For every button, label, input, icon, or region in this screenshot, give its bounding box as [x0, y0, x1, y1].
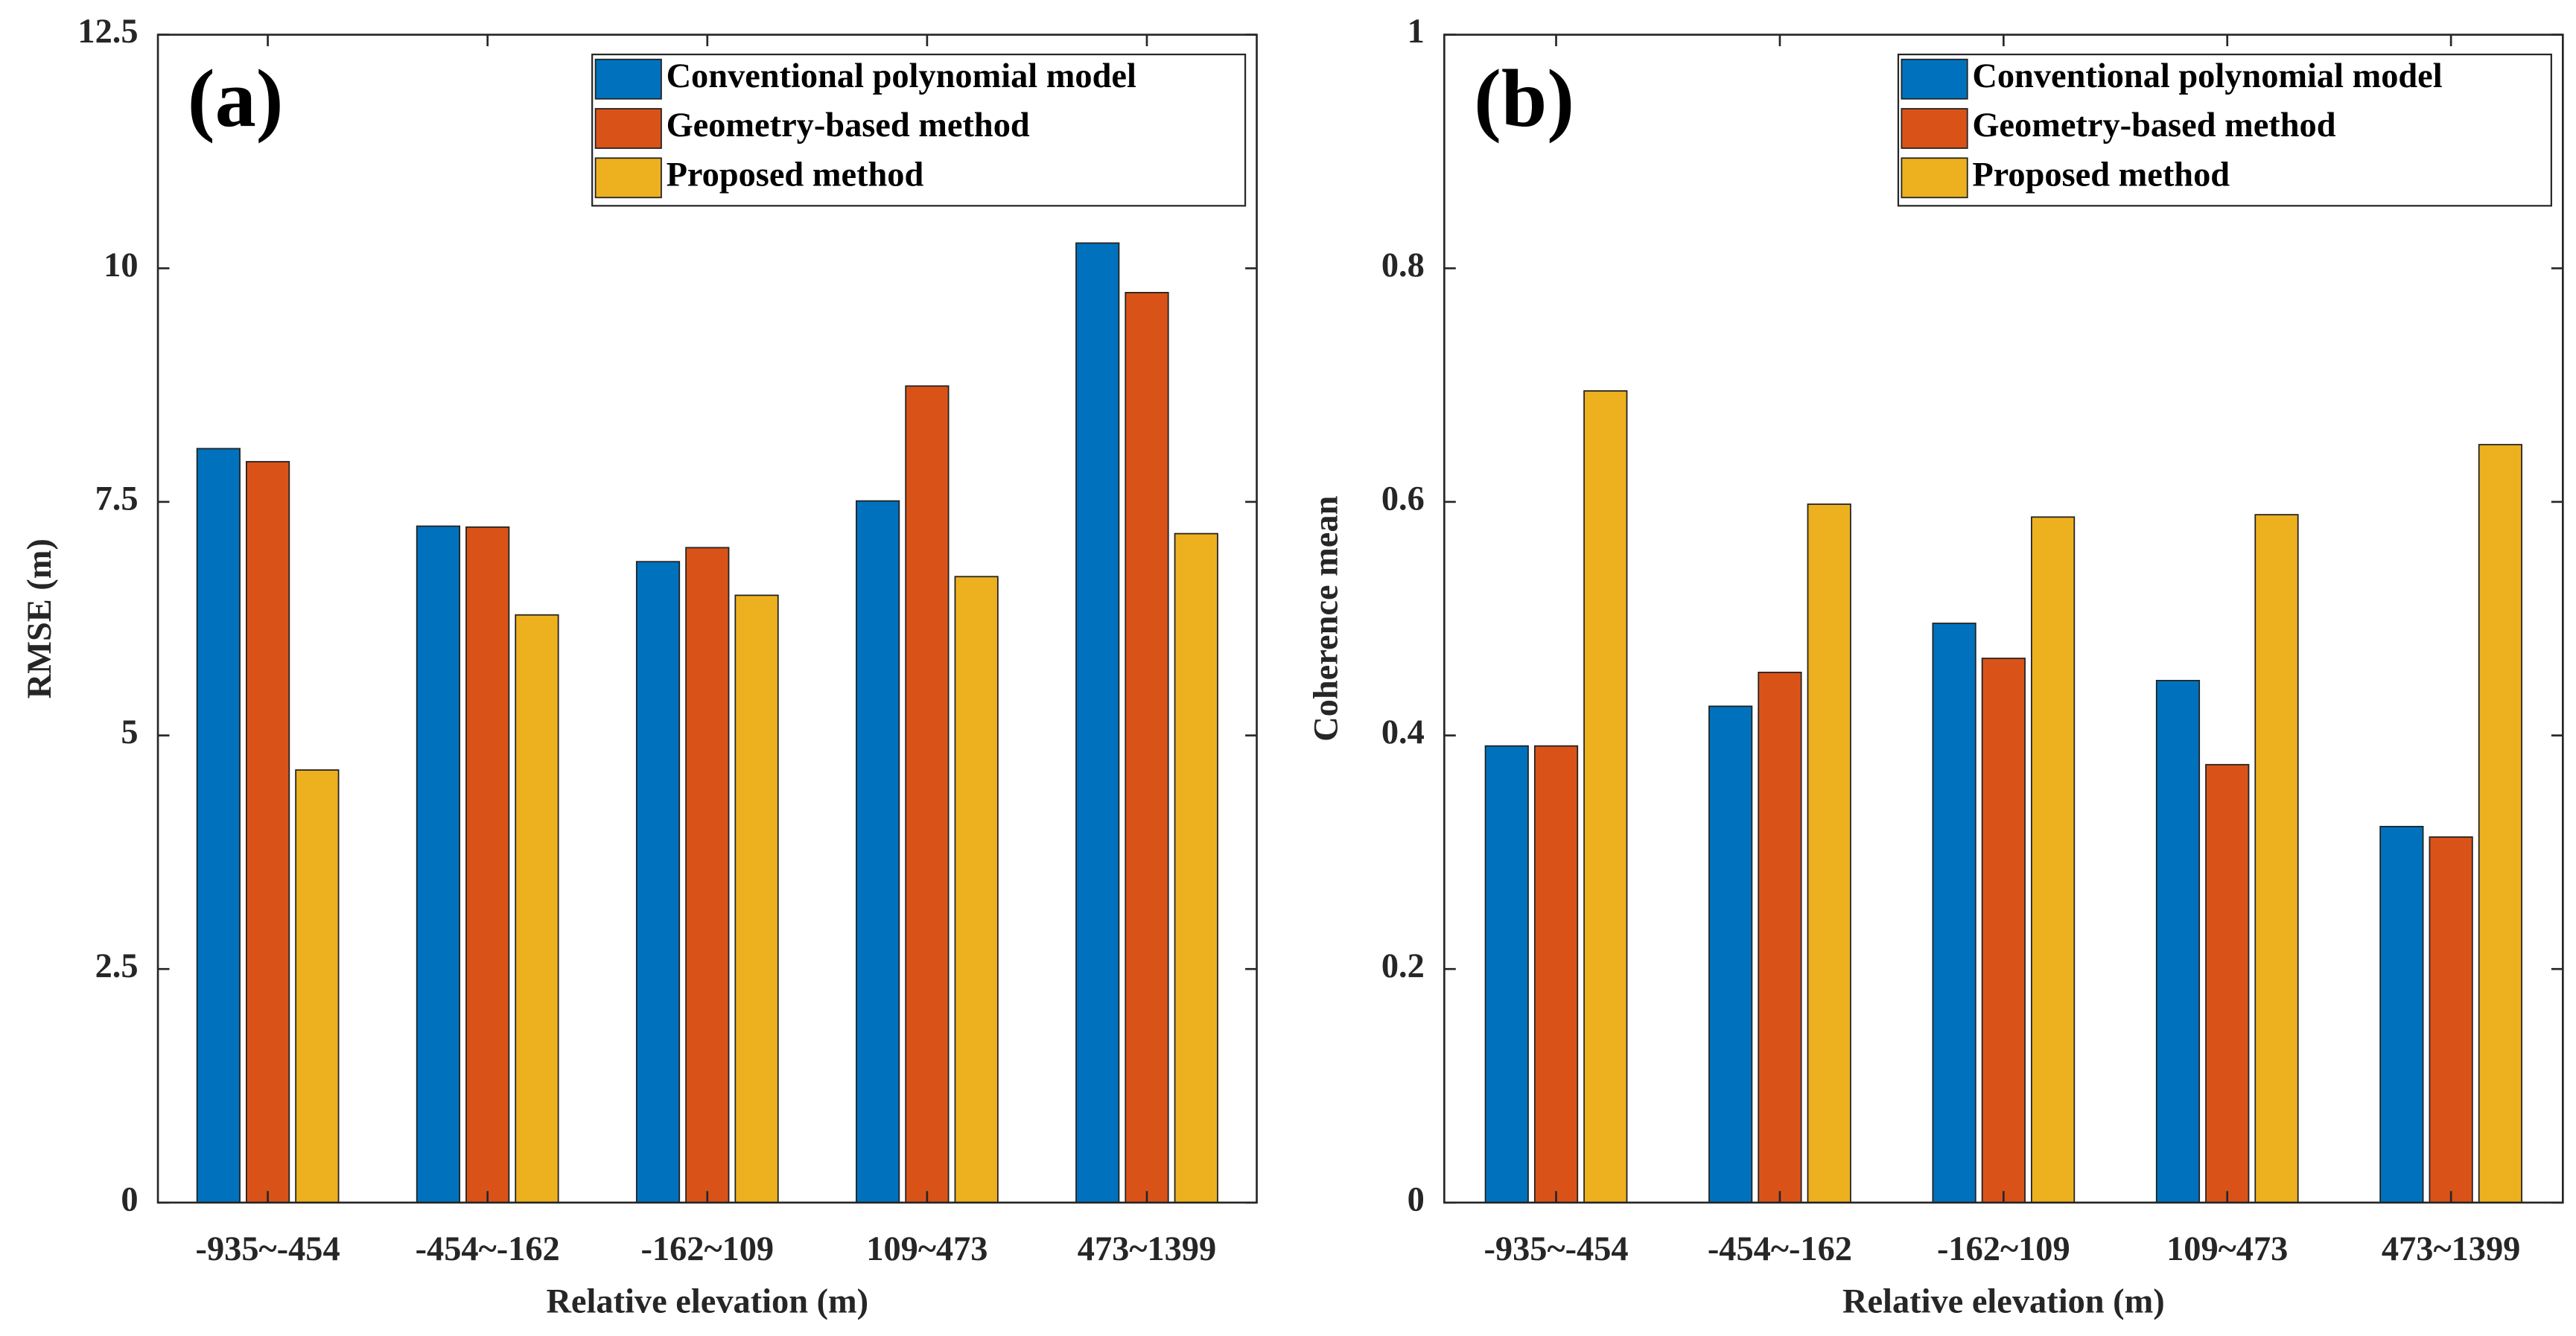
bar — [734, 594, 779, 1203]
legend-label: Proposed method — [667, 156, 924, 194]
bar — [465, 526, 510, 1203]
bar — [2254, 514, 2299, 1203]
x-tick-label: -454~-162 — [416, 1230, 560, 1268]
bar — [196, 448, 241, 1203]
bar — [2155, 679, 2201, 1203]
legend-label: Proposed method — [1972, 156, 2230, 194]
x-tick-label: -162~109 — [1937, 1230, 2070, 1268]
y-tick-label: 0.4 — [1381, 713, 1425, 751]
legend-label: Geometry-based method — [667, 106, 1030, 144]
bar — [2429, 836, 2473, 1203]
x-tick-label: 473~1399 — [1078, 1230, 1216, 1268]
bar — [1484, 745, 1529, 1203]
bar — [1807, 503, 1851, 1203]
y-tick-label: 0.2 — [1381, 947, 1425, 985]
x-tick-label: -162~109 — [640, 1230, 774, 1268]
x-tick-label: 473~1399 — [2382, 1230, 2520, 1268]
y-tick-label: 0.8 — [1381, 246, 1425, 284]
legend-swatch — [594, 58, 662, 100]
y-tick-label: 2.5 — [95, 947, 139, 985]
bar — [1075, 242, 1120, 1203]
y-tick-label: 0.6 — [1381, 480, 1425, 518]
chart: -935~-454 -454~-162 -162~109 109~473 473~139… — [1307, 13, 2564, 1320]
y-tick-label: 12.5 — [77, 13, 138, 51]
x-axis-label: Relative elevation (m) — [1842, 1282, 2165, 1320]
legend-swatch — [1901, 58, 1968, 100]
chart: -935~-454 -454~-162 -162~109 109~473 473~139… — [21, 13, 1258, 1320]
y-tick-label: 10 — [104, 246, 138, 284]
bar — [1932, 623, 1976, 1203]
bar — [1583, 390, 1628, 1203]
legend-swatch — [1901, 108, 1968, 149]
legend-box — [591, 54, 1247, 207]
bar — [1533, 745, 1579, 1203]
x-axis-label: Relative elevation (m) — [546, 1282, 868, 1320]
panel-label: (a) — [188, 53, 284, 144]
panel-label: (b) — [1474, 53, 1574, 144]
y-axis-label: RMSE (m) — [21, 538, 59, 699]
bar — [2030, 516, 2076, 1203]
bar — [635, 561, 681, 1203]
y-tick-label: 0 — [1408, 1181, 1425, 1219]
y-axis-label: Coherence mean — [1307, 495, 1345, 741]
bar — [416, 525, 461, 1203]
legend-swatch — [594, 108, 662, 149]
axes-box — [156, 34, 1258, 1204]
bar — [685, 547, 730, 1203]
axes-box — [1443, 34, 2564, 1204]
legend-swatch — [1901, 157, 1968, 199]
bar — [295, 769, 340, 1203]
x-tick-label: 109~473 — [2166, 1230, 2288, 1268]
bar — [2379, 826, 2424, 1203]
y-tick-label: 1 — [1408, 13, 1425, 51]
legend-label: Conventional polynomial model — [667, 57, 1136, 95]
y-tick-label: 7.5 — [95, 480, 139, 518]
bar — [515, 614, 559, 1203]
bar — [1174, 532, 1218, 1203]
bar — [2205, 763, 2250, 1203]
x-tick-label: -935~-454 — [196, 1230, 340, 1268]
bar — [954, 576, 999, 1203]
x-tick-label: -935~-454 — [1483, 1230, 1628, 1268]
bar — [1981, 658, 2026, 1203]
x-tick-label: 109~473 — [866, 1230, 988, 1268]
legend-label: Conventional polynomial model — [1972, 57, 2442, 95]
bar — [1125, 291, 1169, 1203]
bar — [245, 461, 290, 1203]
y-tick-label: 5 — [121, 713, 138, 751]
bar — [856, 500, 900, 1203]
bar — [2478, 444, 2522, 1203]
bar — [905, 385, 950, 1203]
legend-swatch — [594, 157, 662, 199]
legend-box — [1897, 54, 2552, 207]
bar — [1758, 671, 1802, 1203]
legend-label: Geometry-based method — [1972, 106, 2335, 144]
bar — [1708, 705, 1753, 1203]
x-tick-label: -454~-162 — [1708, 1230, 1852, 1268]
y-tick-label: 0 — [121, 1181, 138, 1219]
